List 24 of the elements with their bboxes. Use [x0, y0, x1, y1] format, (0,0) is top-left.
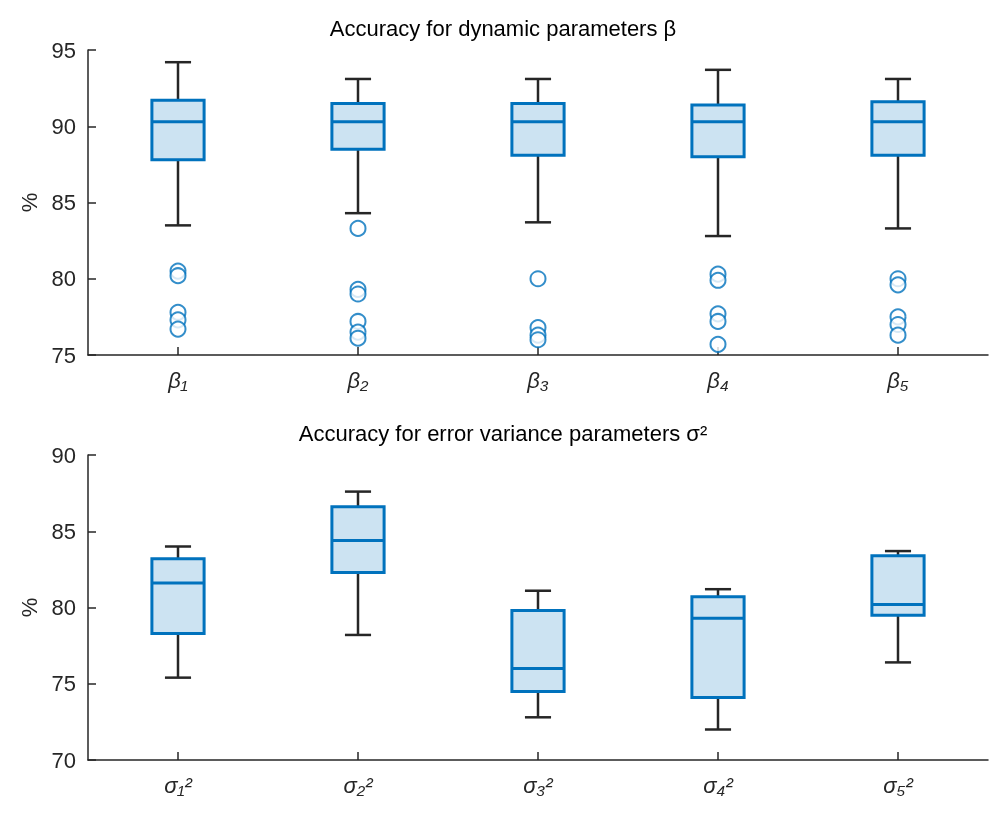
x-tick-label: σ₁²: [164, 772, 193, 798]
x-tick-label: σ₂²: [343, 772, 374, 798]
y-tick-label: 80: [51, 595, 76, 620]
x-tick-label: β₅: [886, 367, 909, 393]
x-tick-label: β₄: [706, 367, 729, 393]
x-tick-label: σ₃²: [523, 772, 554, 798]
chart-title: Accuracy for error variance parameters σ²: [298, 420, 708, 446]
y-tick-label: 95: [51, 37, 76, 63]
y-tick-label: 85: [51, 518, 76, 544]
y-axis-title: %: [16, 597, 42, 618]
y-tick-label: 85: [51, 190, 76, 215]
y-axis-title: %: [16, 192, 42, 213]
x-tick-label: σ₅²: [883, 772, 914, 798]
y-tick-label: 90: [51, 442, 76, 468]
x-tick-label: β₃: [526, 367, 549, 393]
y-tick-label: 90: [51, 113, 76, 139]
chart-title: Accuracy for dynamic parameters β: [329, 15, 677, 41]
y-tick-label: 75: [51, 342, 76, 368]
x-tick-label: σ₄²: [703, 772, 734, 798]
y-tick-label: 80: [51, 266, 76, 292]
x-tick-label: β₁: [167, 367, 188, 393]
y-tick-label: 70: [51, 747, 76, 773]
y-tick-label: 75: [51, 671, 76, 697]
x-tick-label: β₂: [346, 367, 370, 393]
